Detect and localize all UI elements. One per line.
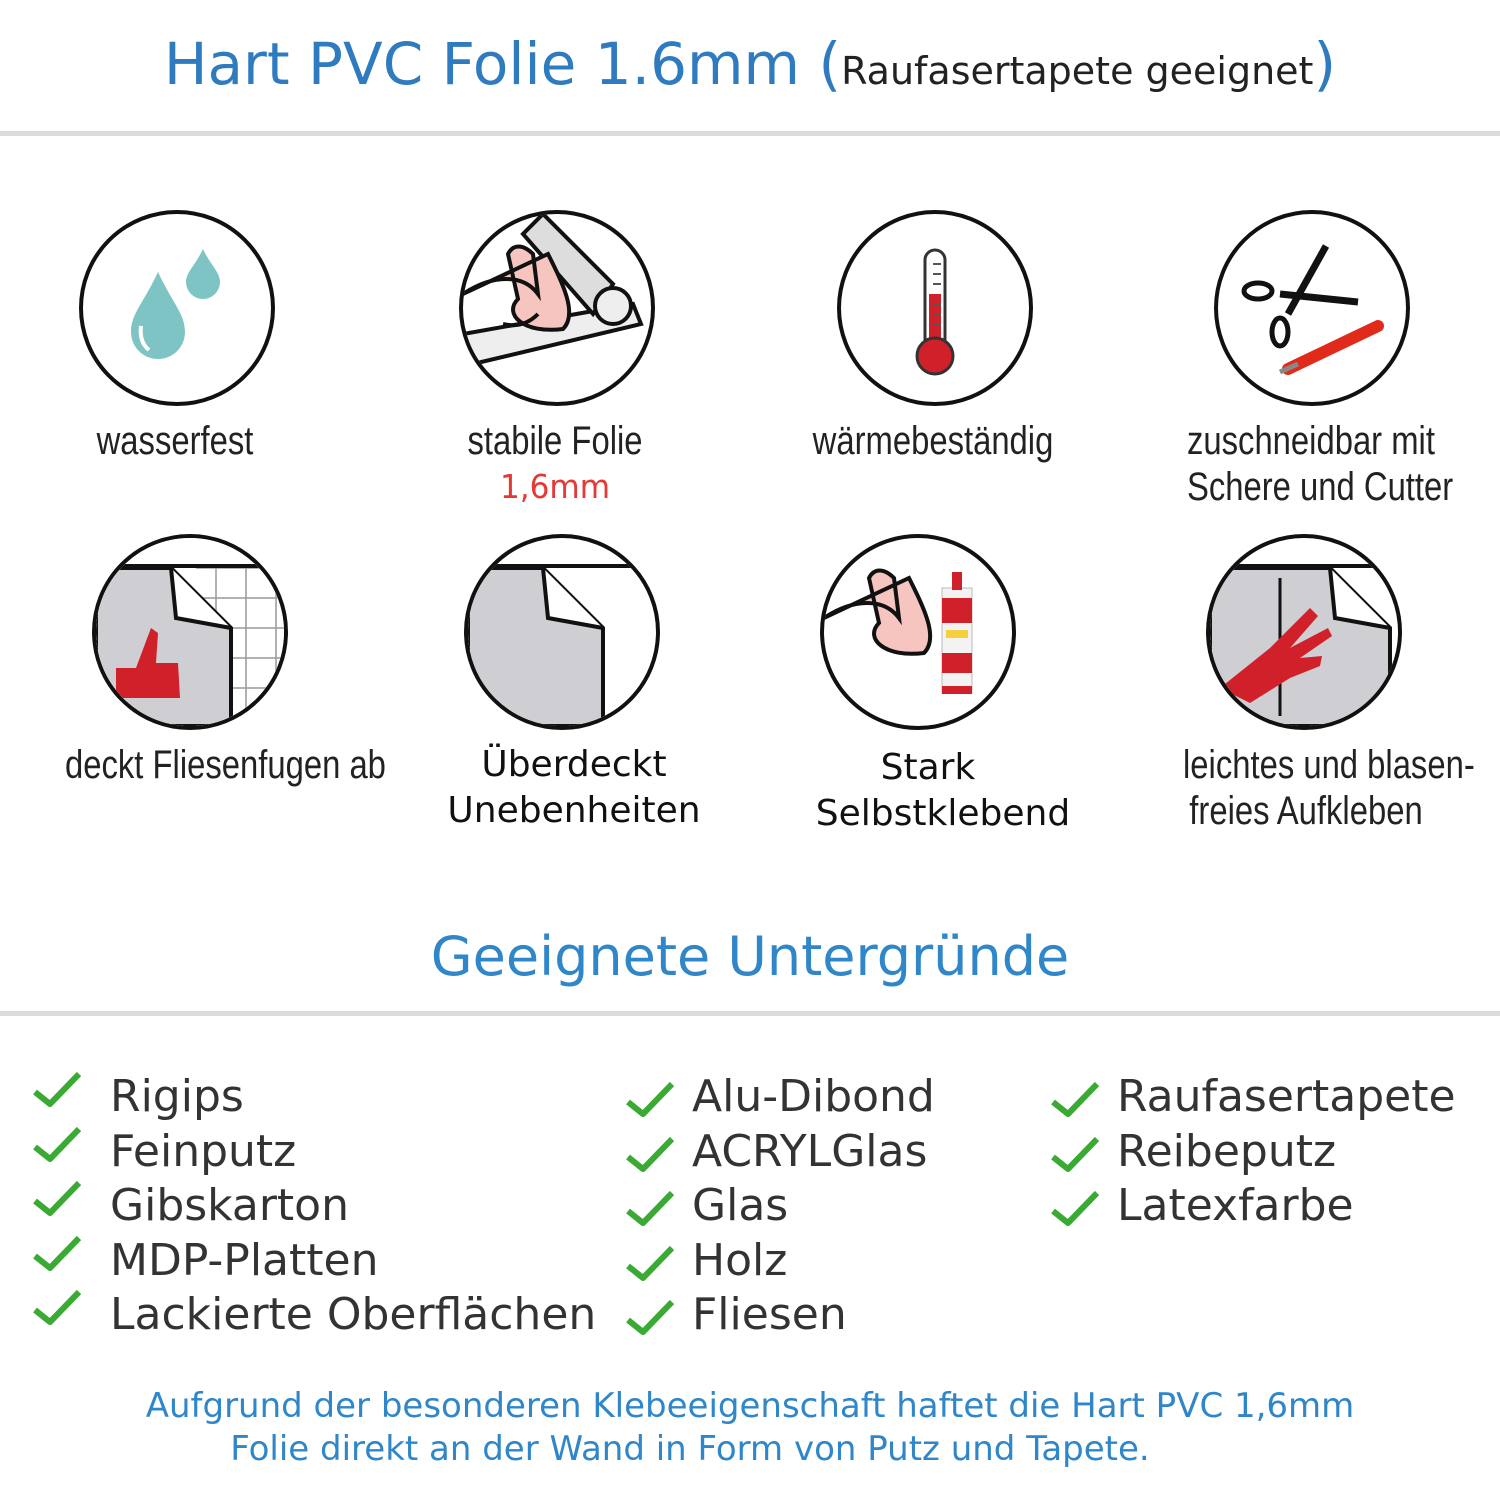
feature-label-wasserfest: wasserfest [96,419,254,463]
check-icon [625,1244,675,1284]
footer-line1: Aufgrund der besonderen Klebeeigenschaft… [145,1386,1355,1426]
surfaces-heading: Geeignete Untergründe [430,925,1070,988]
surface-item: Latexfarbe [1117,1180,1354,1231]
feature-label-stabile-folie: stabile Folie 1,6mm [432,418,678,510]
check-icon [1050,1080,1100,1120]
surface-item: Feinputz [110,1125,297,1177]
strong-arm-foil-icon [459,210,655,406]
label-line2: Schere und Cutter [1187,465,1454,509]
paren-open: ( [818,30,842,98]
scissors-cutter-icon [1214,210,1410,406]
label-line1: Stark [880,747,976,788]
check-icon [625,1298,675,1338]
divider [0,1011,1500,1016]
surface-item: Raufasertapete [1117,1071,1456,1122]
page-title: Hart PVC Folie 1.6mm (Raufasertapete gee… [0,30,1500,98]
check-icon [32,1288,82,1328]
title-main: Hart PVC Folie 1.6mm [163,30,801,98]
check-icon [625,1189,675,1229]
feature-label-selbstklebend: Stark Selbstklebend [793,745,1093,837]
surface-item: Holz [692,1234,788,1286]
label-line2: Unebenheiten [447,790,701,831]
water-drops-icon [79,210,275,406]
feature-label-unebenheiten: Überdeckt Unebenheiten [424,742,724,834]
label-line1: leichtes und blasen- [1183,743,1475,787]
label-line1: zuschneidbar mit [1187,419,1435,463]
check-icon [625,1080,675,1120]
label-line2: Selbstklebend [815,793,1071,834]
feature-label-waermebestaendig: wärmebeständig [812,419,1054,463]
footer-line2: Folie direkt an der Wand in Form von Put… [230,1429,1150,1469]
title-subtitle: Raufasertapete geeignet [841,49,1314,93]
feature-label-aufkleben: leichtes und blasen- freies Aufkleben [1183,742,1475,834]
tile-cover-thumb-icon [92,534,288,730]
surface-item: Rigips [110,1071,244,1122]
divider [0,131,1500,136]
surface-item: Alu-Dibond [692,1071,935,1122]
feature-label-fliesenfugen: deckt Fliesenfugen ab [65,743,386,787]
check-icon [625,1135,675,1175]
foil-corner-icon [464,534,660,730]
feature-label-text: stabile Folie [467,419,643,463]
surface-item: Glas [692,1180,789,1231]
check-icon [1050,1135,1100,1175]
check-icon [32,1070,82,1110]
surface-item: ACRYLGlas [692,1125,928,1177]
check-icon [32,1125,82,1165]
feature-label-zuschneidbar: zuschneidbar mit Schere und Cutter [1187,418,1454,510]
arm-glue-icon [820,534,1016,730]
check-icon [32,1179,82,1219]
surface-item: Reibeputz [1117,1125,1337,1177]
surface-item: Gibskarton [110,1180,349,1231]
hand-smooth-icon [1206,534,1402,730]
check-icon [1050,1189,1100,1229]
thermometer-icon [837,210,1033,406]
check-icon [32,1234,82,1274]
surface-item: Fliesen [692,1289,847,1340]
thickness-note: 1,6mm [499,467,611,506]
label-line1: Überdeckt [481,744,667,785]
surface-item: MDP-Platten [110,1234,379,1286]
surface-item: Lackierte Oberflächen [110,1289,597,1340]
paren-close: ) [1313,30,1337,98]
label-line2: freies Aufkleben [1189,789,1423,833]
